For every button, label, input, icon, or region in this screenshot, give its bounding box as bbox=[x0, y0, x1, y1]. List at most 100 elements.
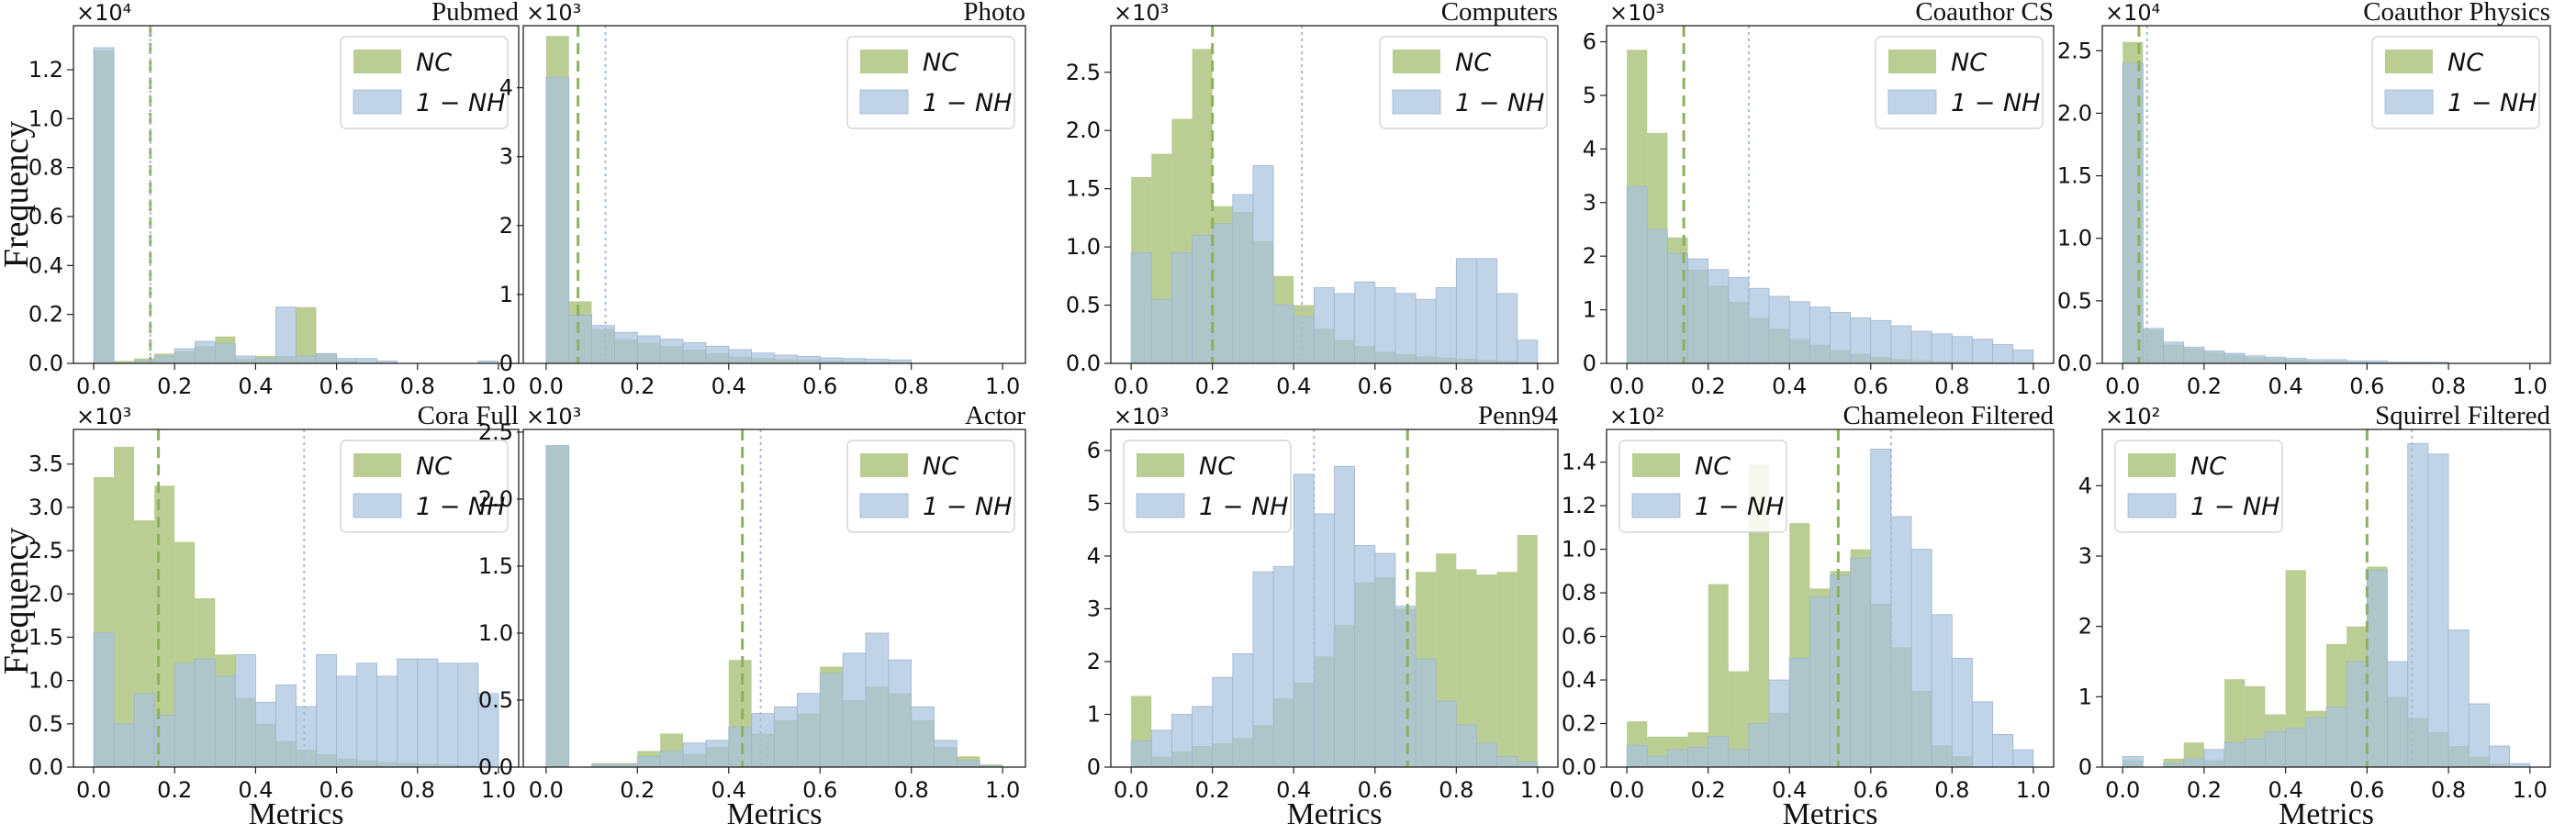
nh-bar bbox=[774, 706, 798, 768]
nh-bar bbox=[356, 663, 378, 768]
legend-swatch-nh bbox=[1631, 493, 1681, 518]
legend-label-nc: NC bbox=[416, 49, 452, 77]
nh-bar bbox=[1374, 287, 1396, 364]
x-tick-label: 0.6 bbox=[319, 373, 354, 399]
y-tick-label: 0.5 bbox=[28, 711, 63, 737]
panel-title: Penn94 bbox=[1478, 401, 1559, 430]
x-tick-label: 1.0 bbox=[985, 777, 1020, 803]
x-tick-label: 0.6 bbox=[2349, 373, 2384, 399]
y-tick-label: 0.8 bbox=[28, 155, 63, 181]
chart-panel: 0 1 2 3 4 5 6 0.0 0.2 0.4 0.6 0.8 1.0 ×10³ Coauthor CS… bbox=[1583, 0, 2055, 399]
nh-bar bbox=[1809, 596, 1831, 768]
y-tick-label: 0.5 bbox=[1066, 293, 1101, 318]
x-tick-label: 0.2 bbox=[1691, 373, 1726, 399]
nh-bar bbox=[1646, 228, 1668, 364]
nh-bar bbox=[1415, 658, 1437, 768]
nh-bar bbox=[397, 658, 419, 768]
x-tick-label: 1.0 bbox=[2016, 777, 2051, 803]
nh-bar bbox=[614, 331, 638, 364]
legend: NC 1 − NH bbox=[2371, 36, 2540, 129]
axis-multiplier: ×10³ bbox=[1609, 0, 1664, 26]
nh-bar bbox=[174, 348, 196, 364]
nh-bar bbox=[1951, 336, 1973, 364]
nh-bar bbox=[1435, 287, 1457, 364]
x-tick-label: 1.0 bbox=[2513, 373, 2548, 399]
axis-multiplier: ×10³ bbox=[76, 404, 131, 429]
legend-label-nc: NC bbox=[1951, 49, 1987, 77]
nh-bar bbox=[234, 355, 256, 364]
x-tick-label: 1.0 bbox=[2016, 373, 2051, 399]
nh-bar bbox=[1252, 164, 1274, 364]
y-tick-label: 0.6 bbox=[1562, 624, 1596, 650]
nh-bar bbox=[275, 306, 297, 364]
nh-bar bbox=[417, 658, 439, 768]
y-tick-label: 2.0 bbox=[2057, 100, 2092, 126]
x-tick-label: 0.4 bbox=[1276, 777, 1311, 803]
plot-frame bbox=[1606, 25, 2055, 364]
x-tick-label: 0.0 bbox=[529, 373, 564, 399]
y-tick-label: 2 bbox=[2078, 614, 2092, 640]
nh-bar bbox=[2244, 355, 2266, 364]
nh-bar bbox=[819, 673, 844, 768]
nh-bar bbox=[1626, 185, 1648, 364]
x-axis-label: Metrics bbox=[727, 797, 823, 824]
nh-bar bbox=[728, 349, 753, 364]
nh-bar bbox=[153, 714, 175, 768]
nh-bar bbox=[1415, 298, 1437, 364]
nc-bar bbox=[1728, 671, 1749, 767]
y-tick-label: 1.0 bbox=[1562, 537, 1596, 562]
x-axis-label: Metrics bbox=[1287, 797, 1383, 824]
legend-swatch-nc bbox=[860, 453, 908, 477]
y-tick-label: 0.0 bbox=[2057, 351, 2092, 376]
legend-swatch-nc bbox=[1632, 453, 1680, 477]
x-tick-label: 0.0 bbox=[529, 777, 564, 803]
x-tick-label: 0.4 bbox=[2268, 373, 2303, 399]
plot-frame bbox=[1606, 429, 2055, 768]
nh-bar bbox=[1212, 676, 1234, 768]
chart-panel: 0.0 0.2 0.4 0.6 0.8 1.0 1.2 1.4 0.0 0.2 0.4 0.6 0.8 1… bbox=[1562, 401, 2055, 824]
x-tick-label: 0.4 bbox=[238, 777, 273, 803]
y-tick-label: 1.4 bbox=[1562, 450, 1596, 475]
y-tick-label: 0.5 bbox=[478, 687, 513, 713]
x-tick-label: 0.8 bbox=[1439, 373, 1473, 399]
nh-bar bbox=[819, 357, 844, 364]
axis-multiplier: ×10⁴ bbox=[76, 0, 131, 26]
nh-bar bbox=[1313, 287, 1335, 364]
nc-bar bbox=[1517, 535, 1538, 767]
x-tick-label: 0.4 bbox=[1772, 373, 1807, 399]
nh-bar bbox=[568, 315, 592, 364]
legend: NC 1 − NH bbox=[846, 36, 1015, 129]
nh-bar bbox=[214, 343, 236, 364]
y-tick-label: 5 bbox=[1087, 491, 1101, 517]
x-tick-label: 0.2 bbox=[620, 777, 655, 803]
nh-bar bbox=[194, 658, 216, 768]
nh-bar bbox=[1171, 252, 1193, 364]
axis-multiplier: ×10³ bbox=[526, 0, 581, 26]
plot-frame bbox=[522, 25, 1026, 364]
nh-bar bbox=[1951, 657, 1973, 768]
x-tick-label: 0.2 bbox=[2187, 373, 2222, 399]
nh-bar bbox=[705, 345, 730, 364]
nh-bar bbox=[1992, 733, 2014, 768]
x-tick-label: 0.0 bbox=[1609, 373, 1644, 399]
nh-bar bbox=[234, 653, 256, 768]
x-tick-label: 1.0 bbox=[481, 777, 516, 803]
nc-bar bbox=[1496, 572, 1518, 767]
nc-bar bbox=[2285, 570, 2306, 767]
nh-bar bbox=[1910, 549, 1932, 768]
y-tick-label: 2.5 bbox=[478, 419, 513, 445]
nh-bar bbox=[2305, 717, 2327, 768]
y-tick-label: 6 bbox=[1583, 29, 1596, 55]
nh-bar bbox=[1232, 652, 1254, 768]
x-tick-label: 0.0 bbox=[2105, 777, 2140, 803]
nh-bar bbox=[93, 632, 115, 768]
nh-bar bbox=[1830, 574, 1852, 768]
chart-panel: 0 1 2 3 4 5 6 0.0 0.2 0.4 0.6 0.8 1.0 ×10³ Penn94 Metri… bbox=[1087, 401, 1559, 824]
legend-label-nc: NC bbox=[2190, 452, 2226, 481]
axis-multiplier: ×10² bbox=[1609, 404, 1664, 429]
nh-bar bbox=[1788, 301, 1810, 364]
nh-bar bbox=[1768, 295, 1790, 364]
nh-bar bbox=[174, 663, 196, 768]
x-tick-label: 0.0 bbox=[1609, 777, 1644, 803]
y-tick-label: 3 bbox=[499, 144, 513, 170]
